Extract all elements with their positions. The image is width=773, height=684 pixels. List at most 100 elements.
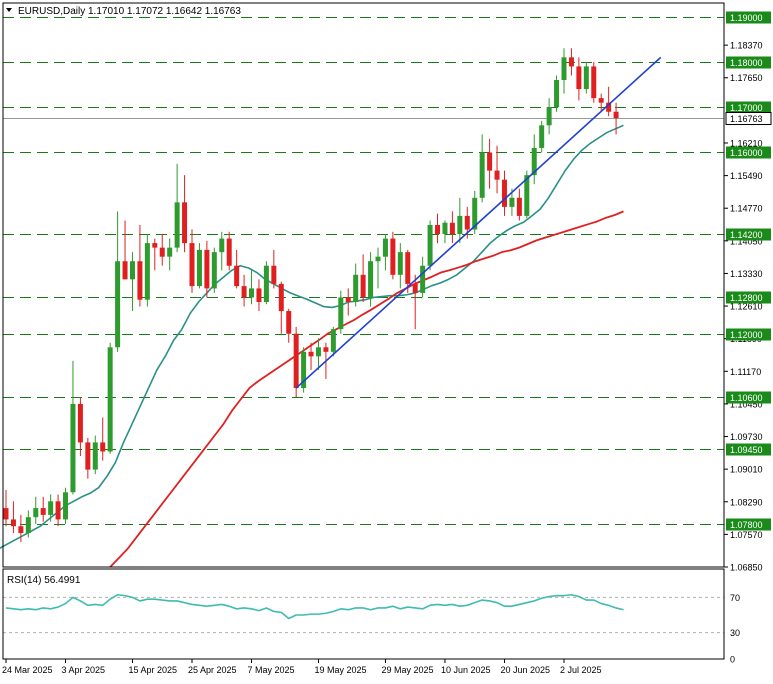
candle-body: [472, 197, 478, 230]
price-tick-label: 1.15490: [730, 171, 763, 181]
level-tag-label: 1.14200: [730, 230, 763, 240]
price-tick-label: 1.12610: [730, 302, 763, 312]
candle-body: [271, 265, 277, 284]
level-tag: [726, 11, 771, 24]
rsi-tick-label: 0: [730, 655, 735, 665]
price-tick-label: 1.17650: [730, 73, 763, 83]
candle-body: [196, 249, 202, 287]
candle-body: [226, 238, 232, 266]
candle-body: [182, 202, 188, 244]
candle-body: [77, 403, 83, 443]
level-tag: [726, 518, 771, 531]
chart-frame: [2, 2, 725, 660]
candle-body: [159, 247, 165, 257]
level-tag: [726, 328, 771, 341]
moving-averages: [0, 124, 624, 568]
candle-body: [397, 252, 403, 275]
candle-body: [330, 329, 336, 352]
price-tick-label: 1.09730: [730, 432, 763, 442]
price-tick-label: 1.13330: [730, 269, 763, 279]
symbol-label: EURUSD,Daily: [18, 6, 85, 17]
candle-body: [345, 297, 351, 302]
time-tick-label: 7 May 2025: [248, 665, 295, 675]
price-tick-label: 1.09010: [730, 465, 763, 475]
time-tick-label: 20 Jun 2025: [500, 665, 550, 675]
price-tick-label: 1.18370: [730, 41, 763, 51]
dropdown-arrow-icon[interactable]: [6, 8, 12, 12]
time-tick-label: 19 May 2025: [314, 665, 366, 675]
level-tag-label: 1.19000: [730, 13, 763, 23]
candle-body: [457, 215, 463, 235]
candle-body: [144, 243, 150, 300]
candle-body: [55, 501, 61, 520]
candle-body: [360, 274, 366, 298]
level-tag-label: 1.18000: [730, 58, 763, 68]
candle-body: [33, 508, 39, 518]
candle-body: [501, 179, 507, 207]
level-tag: [726, 228, 771, 241]
candle-body: [583, 66, 589, 90]
candle-body: [278, 283, 284, 312]
candle-body: [449, 222, 455, 235]
candle-body: [606, 102, 612, 112]
candle-body: [323, 347, 329, 352]
candle-body: [115, 261, 121, 348]
level-tag: [726, 56, 771, 69]
level-tag-label: 1.10600: [730, 393, 763, 403]
candle-body: [494, 170, 500, 180]
time-tick-label: 3 Apr 2025: [62, 665, 106, 675]
candle-body: [85, 442, 91, 470]
candle-body: [189, 243, 195, 287]
level-tag-label: 1.17000: [730, 103, 763, 113]
rsi-tick-label: 70: [730, 593, 740, 603]
level-tag: [726, 146, 771, 159]
candle-body: [568, 57, 574, 67]
candle-body: [524, 175, 530, 216]
price-axis: 1.18370 1.17650 1.16210 1.15490 1.14770 1.140…: [724, 11, 772, 573]
candle-body: [107, 347, 113, 452]
ma-fast-line: [0, 124, 624, 550]
candle-body: [286, 311, 292, 334]
candle-body: [382, 238, 388, 257]
candle-body: [241, 286, 247, 298]
level-tag: [726, 443, 771, 456]
time-axis: 24 Mar 2025 3 Apr 2025 15 Apr 2025 25 Apr 2…: [2, 659, 602, 675]
time-tick-label: 29 May 2025: [381, 665, 433, 675]
ohlc-label: 1.17010 1.17072 1.16642 1.16763: [88, 6, 241, 17]
candle-body: [390, 238, 396, 275]
candle-body: [256, 288, 262, 302]
candle-body: [368, 261, 374, 298]
candle-body: [25, 517, 31, 534]
candle-body: [70, 403, 76, 493]
rsi-label: RSI(14) 56.4991: [7, 575, 81, 586]
candle-body: [591, 66, 597, 99]
candle-body: [464, 215, 470, 230]
candle-body: [427, 224, 433, 266]
rsi-line: [5, 593, 624, 620]
price-tick-label: 1.10450: [730, 399, 763, 409]
candle-body: [308, 351, 314, 357]
level-tag: [726, 291, 771, 304]
level-tag: [726, 101, 771, 114]
price-tick-label: 1.08290: [730, 497, 763, 507]
trendline-layer[interactable]: [295, 56, 662, 389]
candle-body: [174, 202, 180, 248]
main-panel-border: [2, 2, 725, 568]
time-tick-label: 15 Apr 2025: [128, 665, 177, 675]
trendline: [295, 56, 662, 389]
candle-body: [293, 333, 299, 389]
price-tick-label: 1.11170: [730, 367, 761, 377]
price-tick-label: 1.06850: [730, 563, 763, 573]
time-tick-label: 10 Jun 2025: [441, 665, 491, 675]
price-tick-label: 1.14050: [730, 236, 763, 246]
candle-body: [219, 238, 225, 253]
rsi-panel-border: [2, 568, 725, 660]
rsi-panel: 70 30 0: [3, 568, 740, 665]
candle-body: [3, 508, 9, 520]
candle-body: [554, 80, 560, 108]
current-price-label: 1.16763: [730, 114, 763, 124]
time-tick-label: 2 Jul 2025: [560, 665, 602, 675]
candle-body: [92, 442, 98, 470]
